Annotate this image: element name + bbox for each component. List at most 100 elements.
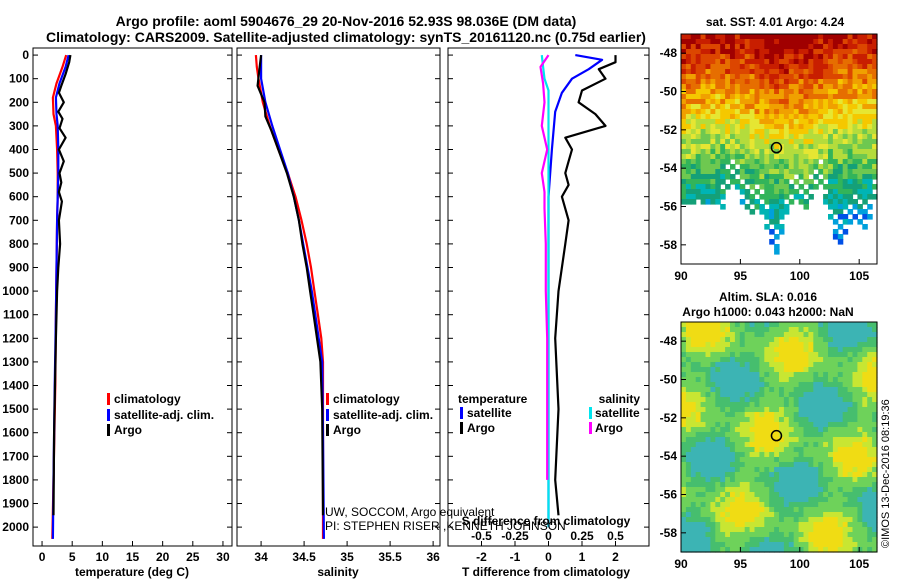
heatmap-cell <box>823 134 829 140</box>
heatmap-cell <box>685 422 692 428</box>
heatmap-cell <box>872 482 878 488</box>
heatmap-cell <box>793 452 800 458</box>
heatmap-cell <box>847 124 854 130</box>
heatmap-cell <box>837 209 844 215</box>
heatmap-cell <box>832 104 839 110</box>
heatmap-cell <box>788 497 795 503</box>
heatmap-cell <box>872 124 878 130</box>
heatmap-cell <box>744 492 751 498</box>
heatmap-cell <box>700 139 707 145</box>
heatmap-cell <box>783 194 790 200</box>
heatmap-cell <box>705 432 711 438</box>
heatmap-cell <box>764 477 770 483</box>
heatmap-cell <box>700 447 707 453</box>
heatmap-cell <box>788 327 795 333</box>
heatmap-cell <box>734 124 741 130</box>
heatmap-cell <box>715 114 721 120</box>
heatmap-cell <box>700 119 707 125</box>
heatmap-cell <box>715 437 721 443</box>
heatmap-cell <box>857 447 863 453</box>
heatmap-cell <box>798 522 805 528</box>
heatmap-cell <box>837 109 844 115</box>
heatmap-cell <box>774 169 780 175</box>
heatmap-cell <box>842 154 849 160</box>
heatmap-cell <box>764 164 770 170</box>
heatmap-cell <box>808 497 814 503</box>
heatmap-cell <box>685 442 692 448</box>
heatmap-cell <box>828 372 834 378</box>
heatmap-cell <box>823 74 829 80</box>
heatmap-cell <box>734 322 741 328</box>
heatmap-cell <box>730 492 736 498</box>
heatmap-cell <box>793 352 800 358</box>
imos-timestamp-stamp: ©IMOS 13-Dec-2016 08:19:36 <box>880 399 892 548</box>
heatmap-cell <box>872 154 878 160</box>
heatmap-cell <box>759 372 765 378</box>
heatmap-cell <box>700 457 707 463</box>
heatmap-cell <box>715 357 721 363</box>
heatmap-cell <box>720 482 726 488</box>
heatmap-cell <box>705 164 711 170</box>
heatmap-cell <box>803 179 809 185</box>
heatmap-cell <box>793 337 800 343</box>
heatmap-cell <box>690 522 697 528</box>
heatmap-cell <box>867 402 873 408</box>
heatmap-cell <box>700 144 707 150</box>
heatmap-cell <box>818 502 824 508</box>
heatmap-cell <box>715 547 721 553</box>
heatmap-cell <box>867 164 873 170</box>
heatmap-cell <box>803 199 809 205</box>
heatmap-cell <box>867 352 873 358</box>
heatmap-cell <box>847 457 854 463</box>
heatmap-cell <box>754 119 760 125</box>
heatmap-cell <box>715 352 721 358</box>
heatmap-cell <box>749 467 756 473</box>
heatmap-cell <box>842 119 849 125</box>
heatmap-cell <box>813 382 819 388</box>
heatmap-cell <box>832 179 839 185</box>
heatmap-cell <box>700 194 707 200</box>
heatmap-cell <box>710 492 716 498</box>
heatmap-cell <box>739 447 746 453</box>
heatmap-cell <box>803 89 809 95</box>
heatmap-cell <box>779 179 785 185</box>
heatmap-cell <box>857 372 863 378</box>
heatmap-cell <box>739 327 746 333</box>
heatmap-cell <box>764 427 770 433</box>
heatmap-cell <box>832 342 839 348</box>
heatmap-cell <box>705 34 711 40</box>
heatmap-cell <box>823 442 829 448</box>
heatmap-cell <box>769 94 775 100</box>
heatmap-cell <box>734 149 741 155</box>
heatmap-cell <box>739 337 746 343</box>
heatmap-cell <box>681 437 687 443</box>
heatmap-cell <box>867 437 873 443</box>
heatmap-cell <box>837 54 844 60</box>
heatmap-cell <box>690 34 697 40</box>
heatmap-cell <box>852 472 858 478</box>
heatmap-cell <box>690 59 697 65</box>
heatmap-cell <box>808 412 814 418</box>
heatmap-cell <box>867 69 873 75</box>
heatmap-cell <box>842 109 849 115</box>
heatmap-cell <box>779 169 785 175</box>
heatmap-cell <box>681 109 687 115</box>
heatmap-cell <box>867 472 873 478</box>
heatmap-cell <box>828 79 834 85</box>
heatmap-cell <box>862 139 868 145</box>
heatmap-cell <box>823 467 829 473</box>
heatmap-cell <box>798 492 805 498</box>
heatmap-cell <box>734 522 741 528</box>
heatmap-cell <box>842 452 849 458</box>
heatmap-cell <box>852 442 858 448</box>
heatmap-cell <box>852 497 858 503</box>
heatmap-cell <box>867 154 873 160</box>
heatmap-cell <box>705 322 711 328</box>
heatmap-cell <box>774 527 780 533</box>
heatmap-cell <box>783 69 790 75</box>
heatmap-cell <box>832 332 839 338</box>
s-diff-tick-label: 0 <box>545 529 552 543</box>
heatmap-cell <box>852 69 858 75</box>
heatmap-cell <box>730 149 736 155</box>
heatmap-cell <box>754 99 760 105</box>
